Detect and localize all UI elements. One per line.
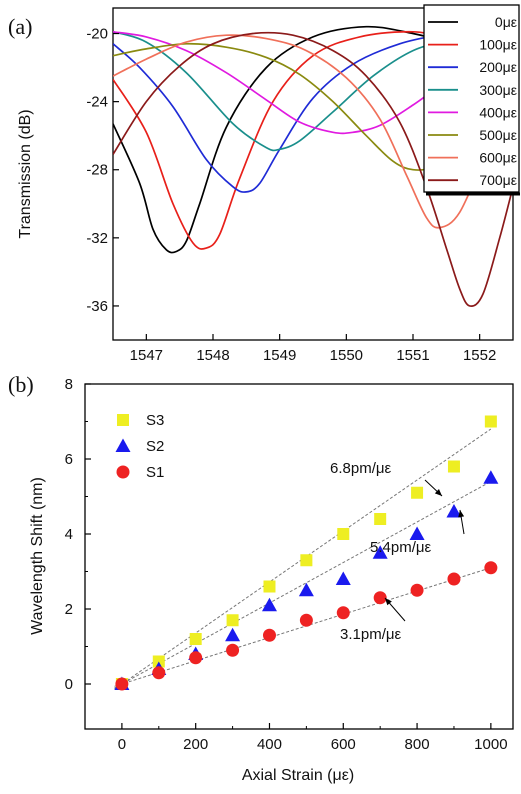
panel-a-x-tick-label-4: 1551 — [396, 347, 429, 364]
panel-a-y-tick-label-2: -28 — [86, 162, 108, 179]
panel-b-point-s0-5 — [300, 554, 313, 567]
panel-b-point-s1-10 — [483, 470, 499, 484]
panel-b-x-tick-label-4: 800 — [405, 736, 430, 753]
panel-a-legend: 0με 100με 200με 300με 400με 500με 600με 700με — [423, 4, 520, 196]
panel-a-legend-label-7: 700με — [479, 172, 517, 188]
panel-b-point-s0-4 — [263, 580, 276, 593]
panel-a-legend-label-2: 200με — [479, 59, 517, 75]
panel-a-legend-label-5: 500με — [479, 127, 517, 143]
panel-b-y-tick-label-0: 0 — [65, 676, 73, 693]
panel-a-legend-label-0: 0με — [495, 14, 517, 30]
panel-a-x-tick-label-0: 1547 — [130, 347, 163, 364]
panel-a-x-tick-label-2: 1549 — [263, 347, 296, 364]
panel-b-legend: S3 S2 S1 — [115, 412, 164, 481]
panel-a-y-ticks: -20 -24 -28 -32 -36 — [86, 26, 119, 315]
panel-a-x-tick-label-1: 1548 — [196, 347, 229, 364]
panel-a-series-line-4 — [113, 30, 481, 135]
panel-b-point-s2-1 — [152, 666, 166, 680]
panel-a: (a) 1547 1548 1549 1550 1551 1552 -20 -24 -28 -3… — [8, 4, 520, 364]
panel-b-y-ticks: 0 2 4 6 8 — [65, 376, 91, 693]
panel-a-y-tick-label-4: -36 — [86, 298, 108, 315]
panel-b-point-s1-5 — [298, 582, 314, 597]
panel-b-x-tick-label-5: 1000 — [474, 736, 507, 753]
panel-b-point-s2-0 — [115, 677, 129, 691]
panel-b-point-s0-7 — [374, 513, 387, 525]
panel-b-y-tick-label-2: 4 — [65, 526, 73, 543]
panel-a-legend-label-4: 400με — [479, 104, 517, 120]
panel-b-point-s0-2 — [189, 633, 202, 645]
panel-a-y-tick-label-0: -20 — [86, 26, 108, 43]
panel-b-point-s0-8 — [411, 486, 424, 499]
panel-a-series-line-3 — [113, 30, 454, 152]
panel-a-curves — [113, 25, 513, 307]
panel-b-legend-marker-1 — [115, 438, 131, 452]
panel-b-point-s2-3 — [226, 643, 240, 657]
panel-b-point-s2-5 — [299, 613, 313, 627]
panel-b: (b) 0 200 400 600 800 1000 0 2 4 6 8 S3 S2 S1 6.8pm… — [8, 372, 514, 784]
panel-b-point-s2-2 — [189, 651, 203, 665]
panel-b-point-s0-9 — [447, 460, 460, 473]
panel-b-point-s2-9 — [447, 572, 461, 586]
panel-b-legend-label-1: S2 — [146, 438, 164, 455]
panel-a-y-label: Transmission (dB) — [17, 109, 34, 238]
panel-b-point-s1-6 — [335, 571, 351, 585]
panel-b-point-s1-8 — [409, 526, 425, 540]
panel-b-legend-label-0: S3 — [146, 412, 164, 429]
panel-b-slope-arrowhead-2 — [385, 598, 392, 606]
panel-b-x-tick-label-2: 400 — [257, 736, 282, 753]
panel-a-label: (a) — [8, 14, 32, 39]
panel-b-legend-label-2: S1 — [146, 464, 164, 481]
panel-b-slope-arrowhead-0 — [434, 489, 442, 496]
panel-a-series-line-7 — [113, 31, 513, 307]
panel-b-point-s0-3 — [226, 614, 239, 627]
panel-b-x-tick-label-3: 600 — [331, 736, 356, 753]
panel-b-slope-label-1: 5.4pm/με — [370, 539, 431, 556]
panel-b-point-s0-10 — [484, 415, 497, 428]
panel-b-slope-label-0: 6.8pm/με — [330, 460, 391, 477]
panel-b-slope-label-2: 3.1pm/με — [340, 626, 401, 643]
panel-a-x-ticks: 1547 1548 1549 1550 1551 1552 — [130, 334, 496, 364]
panel-b-x-ticks: 0 200 400 600 800 1000 — [118, 723, 508, 753]
panel-b-points — [114, 415, 499, 691]
panel-b-annotations: 6.8pm/με 5.4pm/με 3.1pm/με — [330, 460, 465, 643]
panel-b-point-s1-3 — [225, 627, 241, 642]
panel-b-point-s1-7 — [372, 545, 388, 559]
panel-b-legend-marker-0 — [117, 414, 129, 426]
panel-a-x-tick-label-5: 1552 — [463, 347, 496, 364]
panel-b-slope-arrowhead-1 — [458, 510, 465, 518]
panel-a-series-line-0 — [113, 25, 447, 254]
panel-b-y-tick-label-3: 6 — [65, 451, 73, 468]
panel-b-fit-lines — [114, 428, 492, 690]
panel-b-point-s1-4 — [261, 597, 277, 612]
panel-b-legend-marker-2 — [116, 465, 130, 479]
panel-a-legend-label-6: 600με — [479, 150, 517, 166]
panel-b-frame — [84, 383, 514, 730]
panel-a-series-line-1 — [113, 30, 454, 250]
panel-b-point-s2-10 — [484, 561, 498, 575]
panel-a-legend-label-3: 300με — [479, 82, 517, 98]
panel-a-y-tick-label-1: -24 — [86, 94, 108, 111]
panel-a-legend-box — [423, 4, 520, 193]
panel-b-fit-line-1 — [114, 481, 492, 689]
panel-b-point-s2-8 — [410, 583, 424, 597]
panel-b-point-s2-6 — [336, 606, 350, 620]
panel-b-y-label: Wavelength Shift (nm) — [29, 477, 46, 635]
panel-b-fit-line-2 — [114, 567, 492, 687]
panel-a-series-line-2 — [113, 32, 447, 193]
panel-b-x-tick-label-1: 200 — [183, 736, 208, 753]
panel-b-point-s2-4 — [262, 628, 276, 642]
panel-a-x-tick-label-3: 1550 — [330, 347, 363, 364]
panel-b-x-tick-label-0: 0 — [118, 736, 126, 753]
panel-a-legend-label-1: 100με — [479, 37, 517, 53]
panel-b-point-s0-6 — [337, 528, 350, 540]
panel-b-x-label: Axial Strain (με) — [242, 767, 354, 784]
panel-b-y-tick-label-1: 2 — [65, 601, 73, 618]
panel-a-y-tick-label-3: -32 — [86, 230, 108, 247]
panel-b-fit-line-0 — [114, 428, 492, 690]
panel-b-point-s2-7 — [373, 591, 387, 605]
panel-b-label: (b) — [8, 372, 34, 397]
panel-b-point-s1-9 — [446, 504, 462, 518]
panel-b-y-tick-label-4: 8 — [65, 376, 73, 393]
